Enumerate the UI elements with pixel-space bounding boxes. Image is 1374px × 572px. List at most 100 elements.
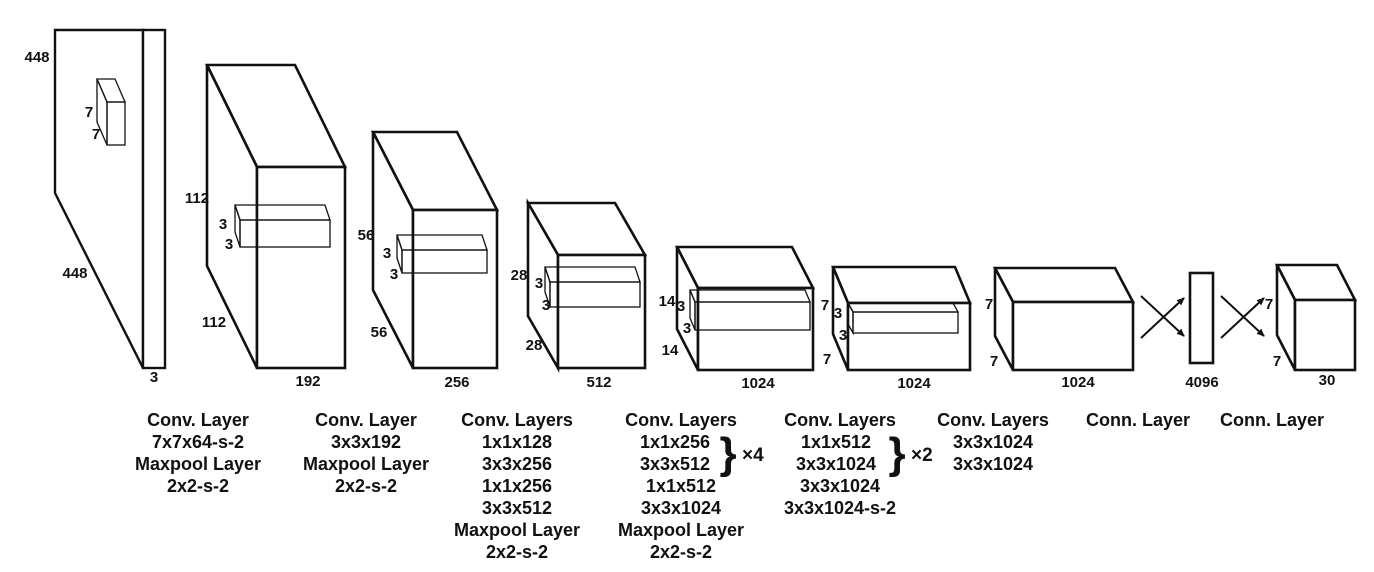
input-plane-left-face <box>53 28 145 369</box>
dim-1024c-width: 7 <box>990 353 998 370</box>
caption-line: 1x1x128 <box>482 432 552 452</box>
dim-input-kernel-w: 7 <box>92 126 100 143</box>
dim-192-depth: 192 <box>295 373 320 390</box>
box-top-face <box>992 266 1136 304</box>
fc-arrows-1-icon <box>1140 295 1185 339</box>
caption-line: 3x3x1024 <box>953 454 1033 474</box>
dim-256-kernel-w: 3 <box>390 266 398 283</box>
caption-line: Maxpool Layer <box>135 454 261 474</box>
dim-1024a-height: 14 <box>659 293 676 310</box>
dim-1024a-depth: 1024 <box>741 375 775 392</box>
box-front-face <box>696 286 815 372</box>
caption-stage-3: Conv. Layers 1x1x256 3x3x512 1x1x512 3x3… <box>618 410 764 562</box>
caption-line: 3x3x256 <box>482 454 552 474</box>
caption-line: 2x2-s-2 <box>486 542 548 562</box>
dim-1024b-width: 7 <box>823 351 831 368</box>
caption-line: 3x3x192 <box>331 432 401 452</box>
feature-map-1024b-box <box>831 265 972 372</box>
dim-input-width: 448 <box>62 265 87 282</box>
caption-line: Conn. Layer <box>1220 410 1324 430</box>
feature-map-1024c-box <box>992 266 1136 372</box>
kernel-box-256 <box>396 234 488 274</box>
repeat-label: ×2 <box>911 445 933 466</box>
arrow-line <box>1140 297 1185 339</box>
dim-fc-size: 4096 <box>1185 374 1218 391</box>
dim-192-kernel-w: 3 <box>225 236 233 253</box>
kernel-box-1024a <box>689 289 811 331</box>
caption-line: 3x3x1024 <box>796 454 876 474</box>
caption-stage-4: Conv. Layers 1x1x512 3x3x1024 3x3x1024 3… <box>784 410 933 518</box>
caption-line: 2x2-s-2 <box>335 476 397 496</box>
box-front-face <box>1011 300 1135 372</box>
caption-line: 1x1x256 <box>482 476 552 496</box>
feature-map-192-box <box>204 63 348 370</box>
dim-1024a-kernel-w: 3 <box>683 320 691 337</box>
box-front-face <box>556 253 647 370</box>
input-kernel-box <box>96 78 126 146</box>
dim-192-height: 112 <box>185 190 209 207</box>
repeat-label: ×4 <box>742 445 764 466</box>
caption-line: Conv. Layer <box>315 410 417 430</box>
caption-line: Conn. Layer <box>1086 410 1190 430</box>
caption-line: 1x1x256 <box>640 432 710 452</box>
dim-1024b-height: 7 <box>821 297 829 314</box>
caption-stage-5: Conv. Layers 3x3x1024 3x3x1024 <box>937 410 1049 474</box>
dim-1024c-height: 7 <box>985 296 993 313</box>
arrow-line <box>1220 295 1265 337</box>
dim-512-height: 28 <box>511 267 528 284</box>
box-front-face <box>255 165 347 370</box>
fc-vector-rect <box>1188 271 1215 365</box>
input-plane-depth-slab <box>141 28 167 370</box>
caption-line: 1x1x512 <box>801 432 871 452</box>
dim-input-depth: 3 <box>150 369 158 386</box>
kernel-front-face <box>549 281 641 308</box>
caption-line: 2x2-s-2 <box>650 542 712 562</box>
dim-512-kernel-w: 3 <box>542 297 550 314</box>
caption-stage-6: Conn. Layer <box>1086 410 1190 430</box>
caption-line: 3x3x1024 <box>953 432 1033 452</box>
dim-192-kernel-h: 3 <box>219 216 227 233</box>
kernel-front-face <box>239 219 331 248</box>
input-image-plane <box>53 28 167 370</box>
dim-input-kernel-h: 7 <box>85 104 93 121</box>
caption-line: Conv. Layers <box>625 410 737 430</box>
dim-512-kernel-h: 3 <box>535 275 543 292</box>
caption-line: Conv. Layers <box>784 410 896 430</box>
dim-input-height: 448 <box>24 49 49 66</box>
dim-256-width: 56 <box>371 324 388 341</box>
caption-line: Maxpool Layer <box>454 520 580 540</box>
dim-256-depth: 256 <box>444 374 469 391</box>
dim-1024a-width: 14 <box>662 342 679 359</box>
kernel-box-192 <box>234 204 331 248</box>
kernel-box-512 <box>544 266 641 308</box>
caption-line: Conv. Layer <box>147 410 249 430</box>
dim-1024b-kernel-h: 3 <box>834 305 842 322</box>
caption-line: Maxpool Layer <box>618 520 744 540</box>
dim-1024c-depth: 1024 <box>1061 374 1095 391</box>
dim-512-width: 28 <box>526 337 543 354</box>
box-top-face <box>831 265 972 305</box>
box-front-face <box>846 301 972 372</box>
fc-arrows-2-icon <box>1220 295 1265 339</box>
repeat-brace: } <box>888 429 905 478</box>
dim-output-width: 7 <box>1273 353 1281 370</box>
dim-256-kernel-h: 3 <box>383 245 391 262</box>
caption-line: Conv. Layers <box>937 410 1049 430</box>
caption-line: 2x2-s-2 <box>167 476 229 496</box>
dim-1024b-kernel-w: 3 <box>839 327 847 344</box>
feature-map-1024a-box <box>674 245 816 372</box>
caption-line: 1x1x512 <box>646 476 716 496</box>
arrow-line <box>1220 297 1265 339</box>
caption-line: 3x3x512 <box>482 498 552 518</box>
box-front-face <box>1293 298 1357 372</box>
kernel-front-face <box>852 311 959 334</box>
caption-line: 3x3x1024-s-2 <box>784 498 896 518</box>
caption-line: Maxpool Layer <box>303 454 429 474</box>
kernel-front-face <box>401 249 488 274</box>
kernel-front-face <box>106 101 126 146</box>
repeat-brace: } <box>719 429 736 478</box>
dim-256-height: 56 <box>358 227 375 244</box>
kernel-box-1024b <box>846 300 960 336</box>
